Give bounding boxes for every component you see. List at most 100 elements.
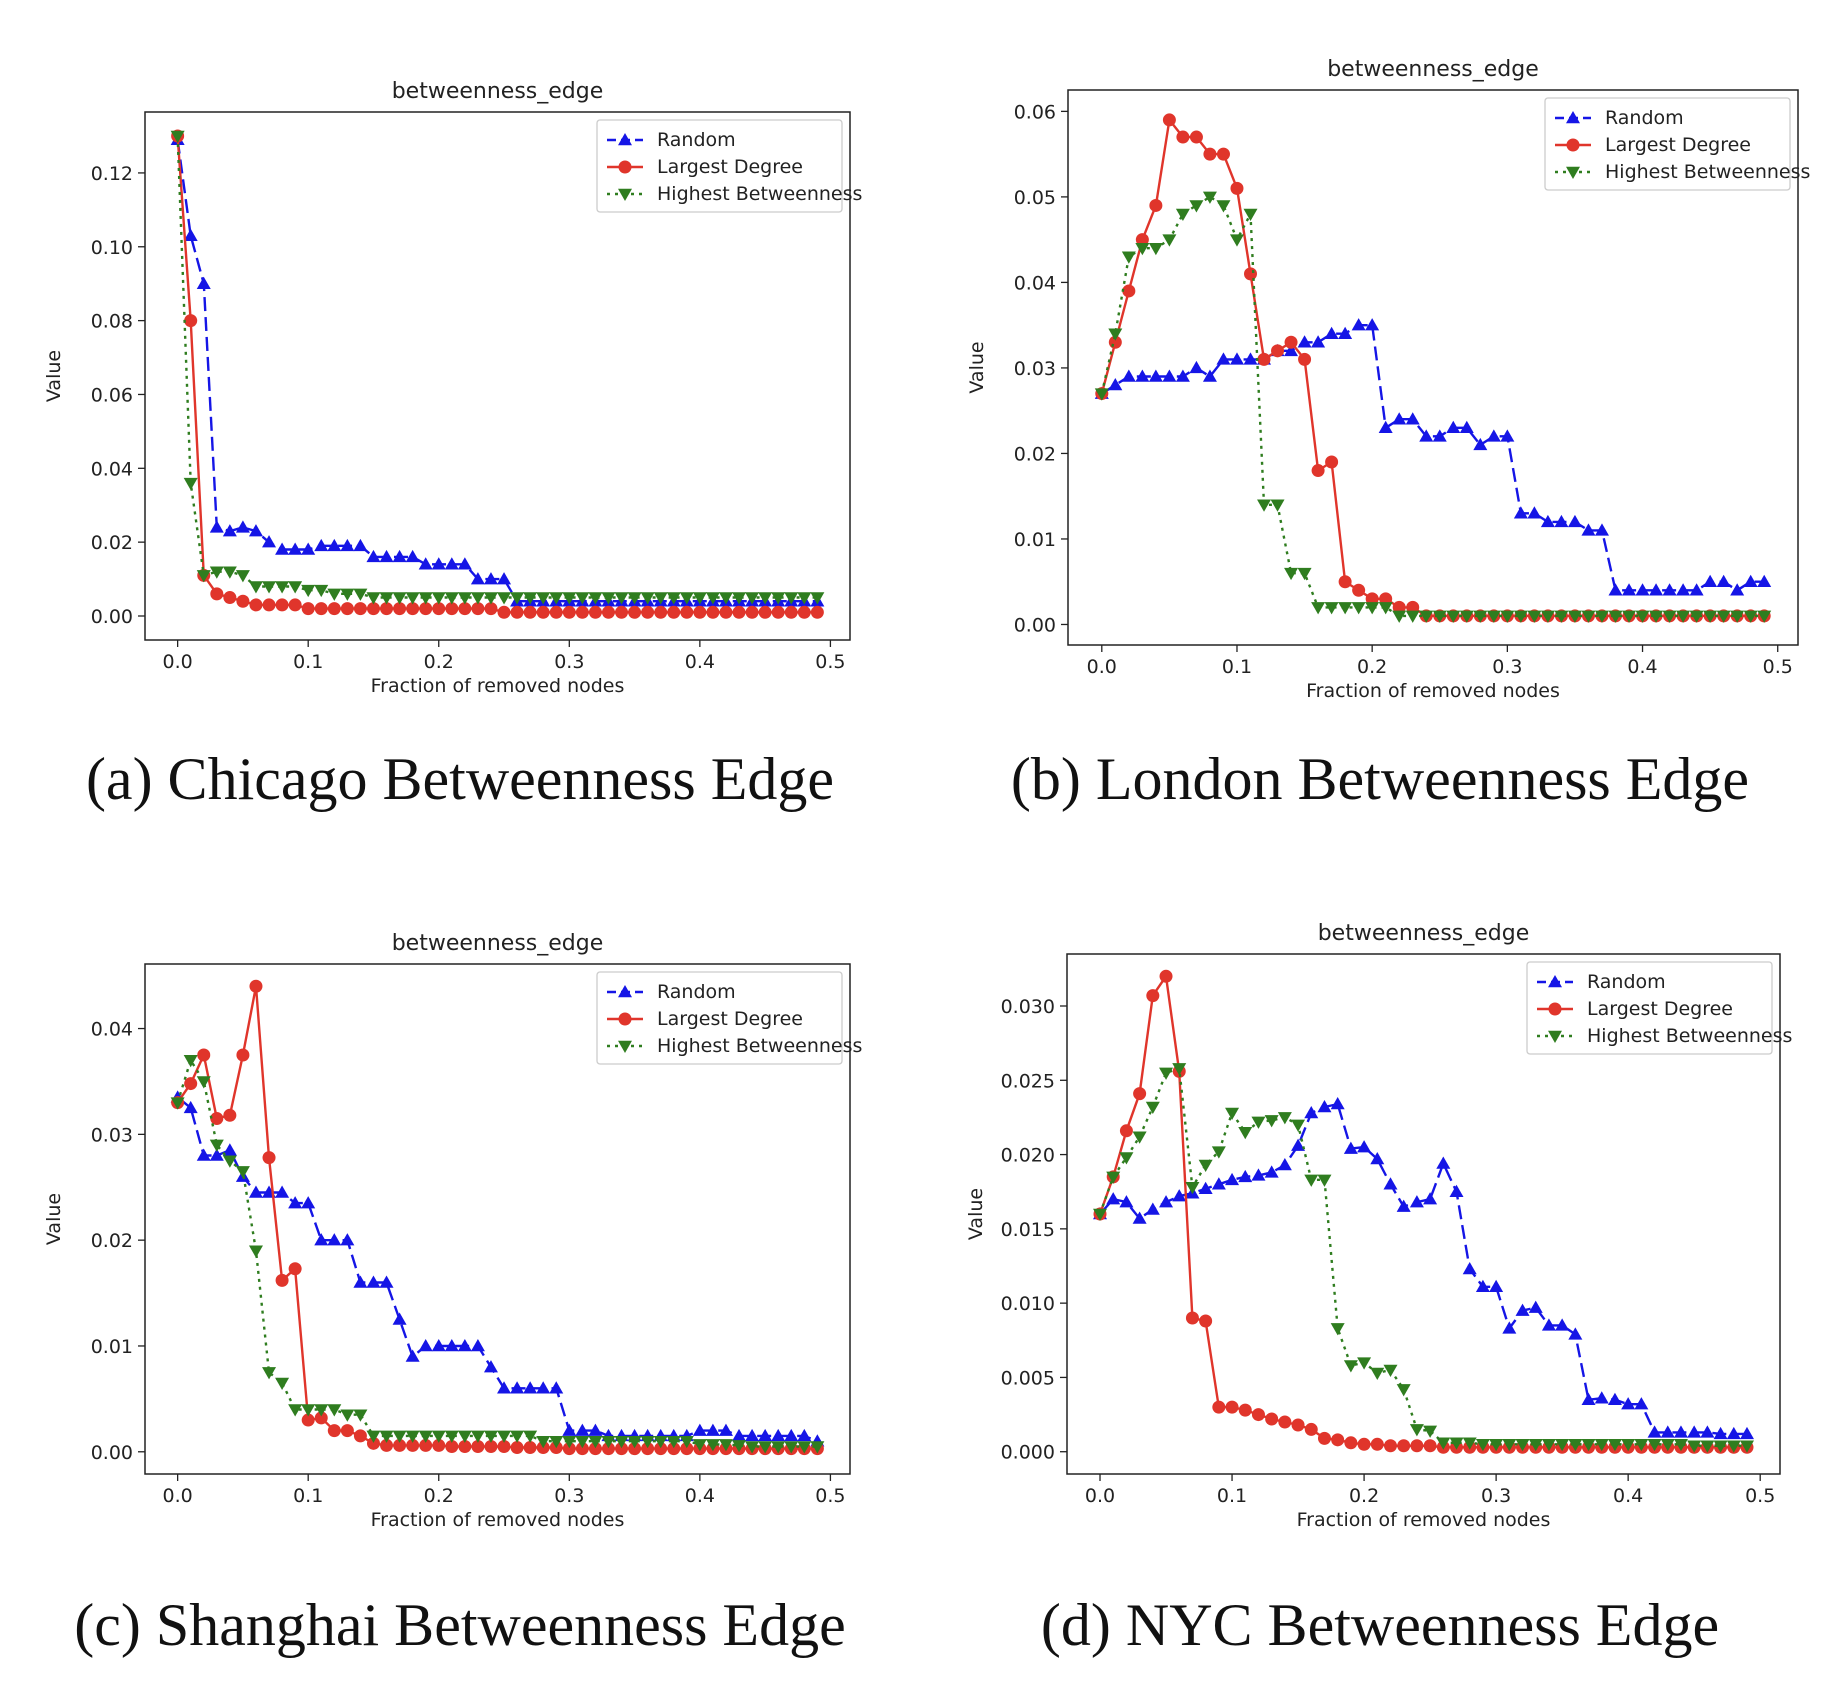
data-point bbox=[1311, 464, 1325, 478]
data-point bbox=[301, 1404, 316, 1417]
data-point bbox=[654, 1442, 668, 1456]
data-point bbox=[549, 1381, 564, 1394]
chart-shanghai: betweenness_edge 0.0 0.1 0.2 0.3 0.4 0.5 0.00 0.… bbox=[43, 931, 862, 1531]
data-point bbox=[1106, 1171, 1121, 1184]
data-point bbox=[184, 1077, 198, 1091]
chart-london: betweenness_edge 0.0 0.1 0.2 0.3 0.4 0.5 0.00 0.… bbox=[966, 57, 1810, 702]
data-point bbox=[1229, 352, 1244, 365]
data-point bbox=[392, 549, 407, 563]
data-point bbox=[1594, 1391, 1609, 1404]
data-point bbox=[236, 594, 250, 608]
data-point bbox=[301, 584, 316, 598]
data-point bbox=[562, 1442, 576, 1456]
y-axis-label: Value bbox=[43, 1193, 65, 1245]
series-largest-degree bbox=[171, 129, 824, 619]
data-point bbox=[1251, 1116, 1266, 1129]
data-point bbox=[1343, 1360, 1358, 1373]
data-point bbox=[1135, 369, 1150, 382]
data-point bbox=[510, 592, 525, 605]
data-point bbox=[614, 1435, 629, 1449]
data-point bbox=[209, 566, 224, 579]
data-point bbox=[1216, 147, 1230, 161]
legend-marker bbox=[1548, 975, 1562, 988]
x-tick-label: 0.2 bbox=[424, 1485, 454, 1507]
data-point bbox=[1330, 1097, 1345, 1110]
data-point bbox=[497, 1381, 512, 1394]
data-point bbox=[1515, 1439, 1530, 1452]
data-point bbox=[1486, 610, 1501, 623]
data-point bbox=[1489, 1439, 1504, 1452]
data-point bbox=[1459, 610, 1474, 623]
data-point bbox=[483, 592, 498, 605]
y-tick-label: 0.01 bbox=[91, 1336, 133, 1358]
data-point bbox=[406, 602, 420, 616]
data-point bbox=[444, 1338, 459, 1352]
data-point bbox=[431, 557, 446, 570]
legend-marker bbox=[618, 1040, 632, 1053]
legend-marker bbox=[618, 160, 632, 174]
data-point bbox=[1541, 1318, 1556, 1331]
data-point bbox=[235, 520, 250, 533]
y-tick-label: 0.005 bbox=[1001, 1367, 1055, 1389]
data-point bbox=[575, 1442, 589, 1456]
data-point bbox=[170, 130, 185, 143]
data-point bbox=[601, 605, 615, 619]
legend-marker bbox=[1548, 1002, 1562, 1016]
data-point bbox=[1716, 574, 1731, 587]
data-point bbox=[693, 605, 707, 619]
data-point bbox=[1700, 1440, 1715, 1453]
data-point bbox=[771, 1441, 786, 1454]
data-point bbox=[1486, 429, 1501, 442]
data-point bbox=[588, 1435, 603, 1449]
data-point bbox=[562, 1423, 577, 1436]
data-point bbox=[1392, 412, 1407, 425]
data-point bbox=[1647, 1425, 1662, 1438]
legend-box bbox=[1544, 97, 1791, 191]
data-point bbox=[1175, 208, 1190, 221]
y-tick-label: 0.000 bbox=[1001, 1442, 1055, 1464]
data-point bbox=[549, 592, 564, 605]
data-point bbox=[575, 1423, 590, 1436]
data-point bbox=[1284, 343, 1299, 357]
data-point bbox=[392, 1430, 407, 1443]
data-point bbox=[719, 605, 733, 619]
legend-marker bbox=[1566, 111, 1580, 124]
caption-nyc: (d) NYC Betweenness Edge bbox=[1040, 1592, 1720, 1658]
data-point bbox=[797, 592, 812, 605]
data-point bbox=[1277, 1157, 1292, 1171]
data-point bbox=[797, 1441, 812, 1454]
data-point bbox=[1238, 1403, 1252, 1417]
data-point bbox=[1291, 1119, 1306, 1132]
data-point bbox=[1622, 610, 1637, 623]
data-point bbox=[1119, 1124, 1133, 1138]
data-point bbox=[458, 602, 472, 616]
data-point bbox=[1689, 610, 1704, 623]
data-point bbox=[366, 549, 381, 563]
data-point bbox=[1502, 1439, 1517, 1452]
data-point bbox=[1225, 1107, 1240, 1120]
data-point bbox=[1513, 610, 1528, 623]
data-point bbox=[366, 602, 380, 616]
data-point bbox=[1432, 610, 1447, 623]
data-point bbox=[340, 538, 355, 552]
data-point bbox=[1198, 1159, 1213, 1172]
data-point bbox=[1432, 429, 1447, 442]
data-point bbox=[536, 1435, 551, 1449]
data-point bbox=[1502, 1321, 1517, 1334]
data-point bbox=[1489, 1279, 1504, 1293]
data-point bbox=[745, 1441, 760, 1454]
data-point bbox=[1216, 352, 1231, 365]
data-point bbox=[1383, 1364, 1398, 1377]
data-point bbox=[1419, 429, 1434, 442]
data-point bbox=[1392, 600, 1406, 614]
data-point bbox=[445, 602, 459, 616]
y-tick-label: 0.020 bbox=[1001, 1145, 1055, 1167]
data-point bbox=[1581, 1439, 1596, 1452]
data-point bbox=[314, 1233, 329, 1246]
x-tick-label: 0.1 bbox=[293, 1485, 323, 1507]
data-point bbox=[1528, 1300, 1543, 1313]
data-point bbox=[1357, 1437, 1371, 1451]
data-point bbox=[288, 598, 302, 612]
data-point bbox=[1121, 251, 1136, 264]
data-point bbox=[654, 605, 668, 619]
